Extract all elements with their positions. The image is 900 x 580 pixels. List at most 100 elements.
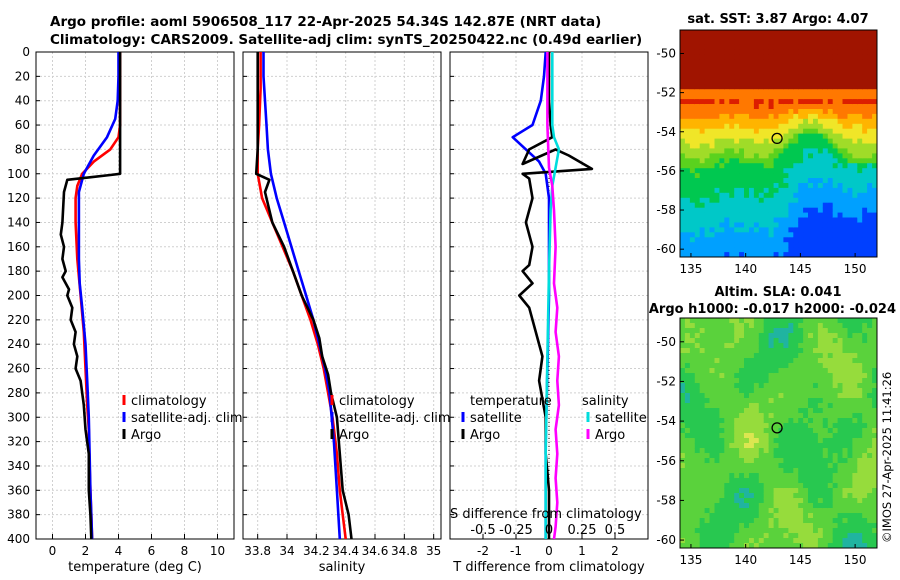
sla-map-cell <box>684 348 691 354</box>
sla-map-cell <box>808 393 814 399</box>
sla-map-cell <box>852 483 858 489</box>
sla-map-cell <box>768 418 775 424</box>
sla-map-cell <box>758 323 765 329</box>
sst-map-cell <box>714 133 720 140</box>
sst-map-cell <box>719 222 725 228</box>
sla-map-cell <box>680 378 686 384</box>
sla-map-cell <box>729 423 735 429</box>
sst-map-cell <box>783 227 789 233</box>
sst-map-cell <box>714 143 720 149</box>
sla-map-cell <box>763 428 770 434</box>
sst-map-cell <box>744 232 750 238</box>
sst-map-cell <box>852 212 858 219</box>
sla-map-cell <box>763 508 770 514</box>
sst-map-cell <box>852 163 858 169</box>
sla-map-cell <box>783 413 789 419</box>
sst-map-cell <box>694 232 701 238</box>
sst-map-cell <box>817 168 824 174</box>
sla-map-cell <box>699 368 706 374</box>
sst-map-cell <box>714 242 720 248</box>
sla-map-cell <box>813 498 819 504</box>
sla-map-cell <box>857 428 863 434</box>
sst-map-cell <box>798 148 804 154</box>
sst-map-cell <box>832 163 839 169</box>
sla-map-cell <box>753 433 760 439</box>
sla-map-cell <box>763 538 770 544</box>
sla-map-cell <box>793 508 799 514</box>
sla-map-cell <box>852 473 858 479</box>
sla-map-cell <box>837 358 844 364</box>
sst-map-cell <box>778 187 784 194</box>
sla-map-cell <box>768 518 775 524</box>
sla-map-cell <box>803 423 809 429</box>
sst-map-cell <box>827 202 834 209</box>
sst-map-cell <box>694 192 701 199</box>
sst-map-cell <box>773 113 780 120</box>
sla-map-cell <box>719 378 725 384</box>
sla-map-cell <box>699 503 706 509</box>
sla-map-cell <box>684 508 691 514</box>
sst-map-cell <box>783 148 789 154</box>
sla-map-cell <box>847 473 853 479</box>
sla-map-cell <box>719 373 725 379</box>
sst-map-cell <box>734 202 740 209</box>
sla-map-cell <box>724 403 730 409</box>
sla-map-cell <box>837 523 844 529</box>
sla-map-cell <box>768 488 775 494</box>
sst-map-cell <box>793 104 799 110</box>
sst-map-cell <box>714 187 720 194</box>
sla-map-cell <box>773 468 780 474</box>
sla-map-cell <box>867 538 873 544</box>
sst-map-cell <box>739 178 745 184</box>
sla-map-cell <box>837 353 844 359</box>
sst-map-cell <box>773 227 780 233</box>
sla-map-frame <box>679 317 878 549</box>
sla-map-cell <box>847 353 853 359</box>
sla-map-cell <box>729 408 735 414</box>
sla-map-cell <box>803 443 809 449</box>
sst-map-cell <box>798 217 804 223</box>
sst-map-cell <box>763 212 770 219</box>
sla-map-cell <box>744 518 750 524</box>
sst-map-cell <box>803 227 809 233</box>
sst-map-cell <box>842 163 848 169</box>
sla-map-cell <box>709 463 715 469</box>
sst-map-cell <box>739 222 745 228</box>
sla-map-cell <box>744 338 750 344</box>
sla-map-cell <box>680 453 686 459</box>
sst-map-cell <box>817 64 824 70</box>
sla-map-cell <box>768 463 775 469</box>
sla-map-cell <box>867 488 873 494</box>
sla-map-cell <box>813 438 819 444</box>
sst-map-title: sat. SST: 3.87 Argo: 4.07 <box>687 12 868 27</box>
sla-map-cell <box>749 473 755 479</box>
sst-map-cell <box>798 69 804 75</box>
sst-map-cell <box>704 168 711 174</box>
sla-map-cell <box>734 498 740 504</box>
sst-map-cell <box>719 153 725 159</box>
sst-map-cell <box>813 232 819 238</box>
sla-map-cell <box>719 448 725 454</box>
sst-map-cell <box>763 54 770 61</box>
sla-map-cell <box>817 463 824 469</box>
sst-map-cell <box>709 212 715 219</box>
sla-map-cell <box>788 433 794 439</box>
sla-map-cell <box>689 418 696 424</box>
sst-map-cell <box>867 173 873 179</box>
sla-map-cell <box>734 438 740 444</box>
sla-map-cell <box>704 488 711 494</box>
sst-map-cell <box>788 173 794 179</box>
sst-map-cell <box>778 247 784 253</box>
sla-map-cell <box>817 388 824 394</box>
sst-map-cell <box>763 64 770 70</box>
sst-map-cell <box>822 168 829 174</box>
sst-map-cell <box>783 34 789 41</box>
sst-map-cell <box>778 89 784 95</box>
sst-map-cell <box>714 153 720 159</box>
sst-map-cell <box>694 64 701 70</box>
sla-map-cell <box>847 448 853 454</box>
sst-map-cell <box>744 84 750 90</box>
sla-map-cell <box>857 453 863 459</box>
sst-map-cell <box>768 84 775 90</box>
sst-map-cell <box>788 79 794 85</box>
